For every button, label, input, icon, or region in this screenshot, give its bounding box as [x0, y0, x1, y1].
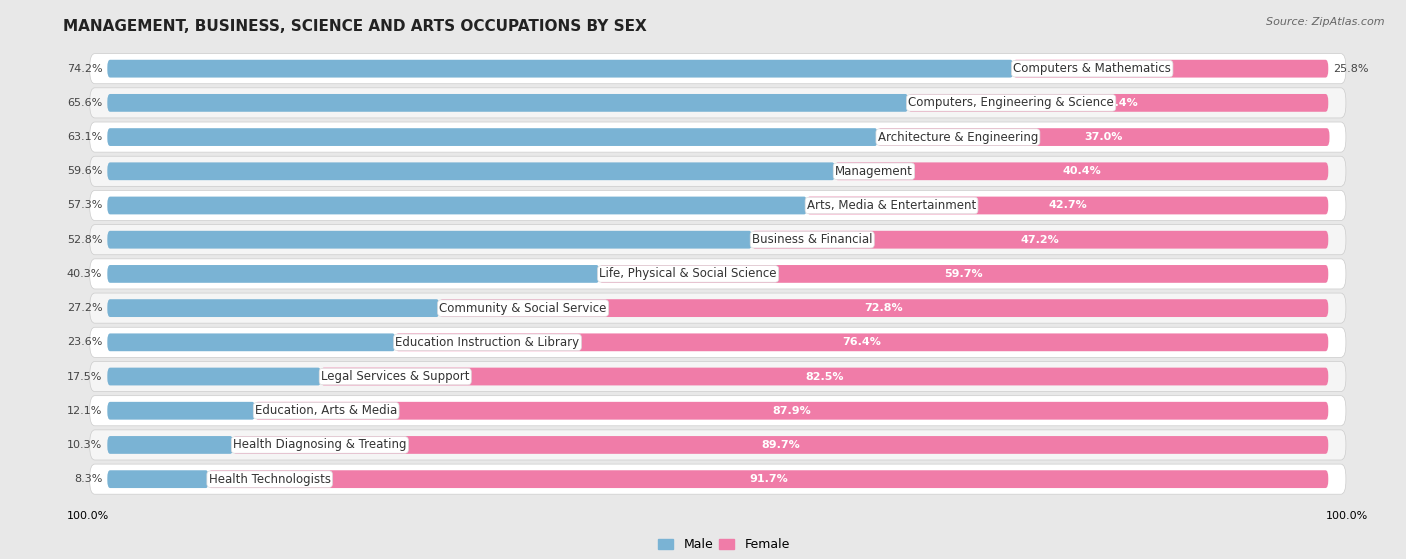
Text: Health Technologists: Health Technologists	[208, 473, 330, 486]
FancyBboxPatch shape	[90, 396, 1346, 426]
Text: 72.8%: 72.8%	[865, 303, 903, 313]
Text: Management: Management	[835, 165, 912, 178]
FancyBboxPatch shape	[440, 299, 1329, 317]
FancyBboxPatch shape	[107, 163, 835, 180]
FancyBboxPatch shape	[107, 299, 440, 317]
FancyBboxPatch shape	[90, 293, 1346, 323]
Text: 40.4%: 40.4%	[1063, 166, 1101, 176]
FancyBboxPatch shape	[107, 128, 877, 146]
Text: 63.1%: 63.1%	[67, 132, 103, 142]
Text: Education Instruction & Library: Education Instruction & Library	[395, 336, 579, 349]
Text: 10.3%: 10.3%	[67, 440, 103, 450]
Text: Health Diagnosing & Treating: Health Diagnosing & Treating	[233, 438, 406, 452]
Text: 23.6%: 23.6%	[67, 337, 103, 347]
Text: 82.5%: 82.5%	[806, 372, 844, 382]
Text: 47.2%: 47.2%	[1021, 235, 1060, 245]
Text: 25.8%: 25.8%	[1333, 64, 1369, 74]
FancyBboxPatch shape	[90, 362, 1346, 392]
FancyBboxPatch shape	[90, 54, 1346, 84]
Text: 34.4%: 34.4%	[1099, 98, 1137, 108]
FancyBboxPatch shape	[107, 60, 1014, 78]
Text: 8.3%: 8.3%	[75, 474, 103, 484]
FancyBboxPatch shape	[395, 333, 1329, 351]
FancyBboxPatch shape	[107, 231, 752, 249]
Text: 57.3%: 57.3%	[67, 201, 103, 211]
Text: 52.8%: 52.8%	[67, 235, 103, 245]
FancyBboxPatch shape	[107, 265, 599, 283]
FancyBboxPatch shape	[107, 470, 208, 488]
Text: Computers & Mathematics: Computers & Mathematics	[1014, 62, 1171, 75]
Text: Education, Arts & Media: Education, Arts & Media	[254, 404, 398, 417]
Text: 17.5%: 17.5%	[67, 372, 103, 382]
Text: Legal Services & Support: Legal Services & Support	[321, 370, 470, 383]
FancyBboxPatch shape	[90, 191, 1346, 221]
Text: 40.3%: 40.3%	[67, 269, 103, 279]
FancyBboxPatch shape	[233, 436, 1329, 454]
FancyBboxPatch shape	[208, 470, 1329, 488]
Text: 89.7%: 89.7%	[761, 440, 800, 450]
FancyBboxPatch shape	[90, 88, 1346, 118]
FancyBboxPatch shape	[599, 265, 1329, 283]
Text: 37.0%: 37.0%	[1084, 132, 1123, 142]
Text: 91.7%: 91.7%	[749, 474, 787, 484]
FancyBboxPatch shape	[1014, 60, 1329, 78]
Text: Source: ZipAtlas.com: Source: ZipAtlas.com	[1267, 17, 1385, 27]
FancyBboxPatch shape	[107, 333, 395, 351]
Legend: Male, Female: Male, Female	[654, 533, 794, 556]
Text: 65.6%: 65.6%	[67, 98, 103, 108]
Text: 59.6%: 59.6%	[67, 166, 103, 176]
Text: 59.7%: 59.7%	[945, 269, 983, 279]
FancyBboxPatch shape	[107, 402, 254, 420]
FancyBboxPatch shape	[90, 464, 1346, 494]
FancyBboxPatch shape	[835, 163, 1329, 180]
FancyBboxPatch shape	[807, 197, 1329, 215]
Text: Architecture & Engineering: Architecture & Engineering	[877, 131, 1038, 144]
FancyBboxPatch shape	[90, 430, 1346, 460]
Text: Arts, Media & Entertainment: Arts, Media & Entertainment	[807, 199, 976, 212]
FancyBboxPatch shape	[90, 122, 1346, 152]
FancyBboxPatch shape	[107, 197, 807, 215]
Text: Community & Social Service: Community & Social Service	[440, 302, 607, 315]
Text: Life, Physical & Social Science: Life, Physical & Social Science	[599, 267, 778, 281]
Text: 74.2%: 74.2%	[66, 64, 103, 74]
Text: 76.4%: 76.4%	[842, 337, 882, 347]
Text: 42.7%: 42.7%	[1049, 201, 1087, 211]
FancyBboxPatch shape	[90, 327, 1346, 357]
FancyBboxPatch shape	[107, 94, 908, 112]
FancyBboxPatch shape	[107, 368, 321, 385]
Text: MANAGEMENT, BUSINESS, SCIENCE AND ARTS OCCUPATIONS BY SEX: MANAGEMENT, BUSINESS, SCIENCE AND ARTS O…	[63, 19, 647, 34]
FancyBboxPatch shape	[877, 128, 1330, 146]
FancyBboxPatch shape	[107, 436, 233, 454]
FancyBboxPatch shape	[752, 231, 1329, 249]
FancyBboxPatch shape	[254, 402, 1329, 420]
FancyBboxPatch shape	[90, 156, 1346, 186]
Text: 27.2%: 27.2%	[66, 303, 103, 313]
Text: Computers, Engineering & Science: Computers, Engineering & Science	[908, 96, 1114, 110]
Text: 12.1%: 12.1%	[67, 406, 103, 416]
FancyBboxPatch shape	[908, 94, 1329, 112]
Text: Business & Financial: Business & Financial	[752, 233, 873, 246]
FancyBboxPatch shape	[90, 259, 1346, 289]
FancyBboxPatch shape	[90, 225, 1346, 255]
Text: 87.9%: 87.9%	[772, 406, 811, 416]
FancyBboxPatch shape	[321, 368, 1329, 385]
